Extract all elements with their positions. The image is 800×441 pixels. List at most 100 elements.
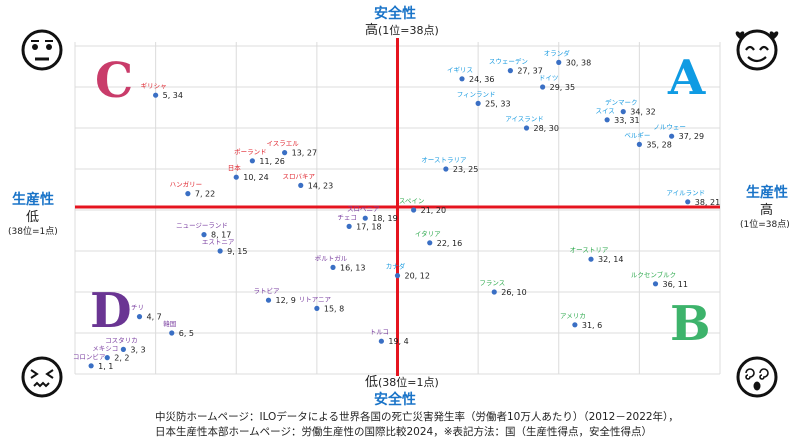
data-point <box>685 199 691 205</box>
data-label: 3, 3 <box>130 345 145 354</box>
data-point <box>443 166 449 172</box>
data-label: 6, 5 <box>179 329 194 338</box>
data-label: 19, 4 <box>388 337 408 346</box>
data-label: 15, 8 <box>324 304 344 313</box>
data-label: 29, 35 <box>550 83 575 92</box>
data-point <box>540 84 546 90</box>
x-axis-title-left: 生産性 <box>12 192 54 208</box>
country-label: チリ <box>131 304 144 312</box>
country-label: アイスランド <box>505 115 543 123</box>
x-axis-high-note: (1位=38点) <box>740 220 790 230</box>
country-label: アイルランド <box>666 189 705 197</box>
data-point <box>249 158 255 164</box>
heart-eyes-face-icon <box>736 29 778 71</box>
data-point <box>88 363 94 369</box>
country-label: ドイツ <box>539 74 559 82</box>
data-point <box>556 59 562 65</box>
country-label: ラトビア <box>254 286 281 295</box>
country-label: スロベニア <box>347 205 380 213</box>
country-label: ポルトガル <box>315 253 348 262</box>
country-label: リトアニア <box>299 295 332 303</box>
country-label: オランダ <box>544 48 571 57</box>
data-point <box>507 68 513 74</box>
data-point <box>282 150 288 156</box>
data-point <box>362 215 368 221</box>
quadrant-label-a: A <box>667 50 706 106</box>
y-axis-title-bottom: 安全性 <box>374 392 416 408</box>
data-label: 22, 16 <box>437 239 462 248</box>
country-label: トルコ <box>370 328 389 336</box>
data-point <box>491 289 497 295</box>
data-point <box>588 256 594 262</box>
quadrant-label-d: D <box>90 283 132 339</box>
neutral-face-icon <box>21 29 63 71</box>
country-label: フランス <box>479 279 505 287</box>
country-label: イスラエル <box>266 140 299 148</box>
country-label: スロバキア <box>283 172 316 180</box>
data-label: 34, 32 <box>630 108 655 117</box>
country-label: ギリシャ <box>141 82 167 90</box>
data-point <box>233 174 239 180</box>
data-point <box>169 330 175 336</box>
country-label: ベルギー <box>624 131 650 139</box>
data-label: 4, 7 <box>147 313 162 322</box>
x-axis-high-label: 高 <box>760 203 774 218</box>
data-label: 37, 29 <box>679 132 704 141</box>
country-label: イギリス <box>447 66 473 74</box>
dizzy-face-icon <box>736 356 778 398</box>
data-point <box>652 281 659 287</box>
data-label: 21, 20 <box>421 206 446 215</box>
country-label: スウェーデン <box>489 57 528 66</box>
face-features <box>745 368 769 380</box>
data-point <box>120 346 126 352</box>
x-axis-title-right: 生産性 <box>746 185 788 201</box>
data-label: 30, 38 <box>566 58 591 67</box>
data-label: 33, 31 <box>614 116 639 125</box>
data-label: 35, 28 <box>646 140 671 149</box>
data-label: 1, 1 <box>98 362 113 371</box>
data-point <box>572 322 578 328</box>
data-label: 18, 19 <box>372 214 397 223</box>
data-point <box>636 141 642 147</box>
data-label: 7, 22 <box>195 190 215 199</box>
country-label: コロンビア <box>73 352 106 361</box>
data-label: 13, 27 <box>292 149 317 158</box>
face-mouth <box>753 381 761 391</box>
x-axis-low-label: 低 <box>26 210 40 225</box>
heart-icon <box>769 31 779 39</box>
country-label: ハンガリー <box>170 180 203 189</box>
data-label: 9, 15 <box>227 247 247 256</box>
data-point <box>153 92 159 98</box>
data-point <box>411 207 417 213</box>
country-label: エストニア <box>202 238 235 246</box>
y-axis-high-label: 高(1位=38点) <box>365 23 439 38</box>
data-label: 24, 36 <box>469 75 494 84</box>
sick-face-icon <box>21 356 63 398</box>
data-point <box>314 305 320 311</box>
source-note-line2: 日本生産性本部ホームページ：労働生産性の国際比較2024，※表記方法：国（生産性… <box>155 426 652 438</box>
face-features <box>30 369 54 388</box>
country-label: イタリア <box>415 229 441 238</box>
country-label: カナダ <box>386 262 406 271</box>
data-label: 23, 25 <box>453 165 478 174</box>
data-point <box>378 338 384 344</box>
data-label: 32, 14 <box>598 255 623 264</box>
country-label: アメリカ <box>560 312 586 320</box>
data-point <box>201 232 207 238</box>
country-label: デンマーク <box>605 98 638 107</box>
data-point <box>217 248 223 254</box>
country-label: スイス <box>595 107 614 115</box>
data-label: 28, 30 <box>534 124 559 133</box>
data-point <box>475 100 481 106</box>
data-point <box>265 297 272 303</box>
country-label: コスタリカ <box>105 335 138 344</box>
data-label: 36, 11 <box>663 280 688 289</box>
data-point <box>136 314 143 320</box>
data-point <box>104 355 110 361</box>
country-label: チェコ <box>337 213 357 221</box>
y-axis-title-top: 安全性 <box>374 6 416 22</box>
data-label: 14, 23 <box>308 181 333 190</box>
country-label: 日本 <box>228 163 242 172</box>
